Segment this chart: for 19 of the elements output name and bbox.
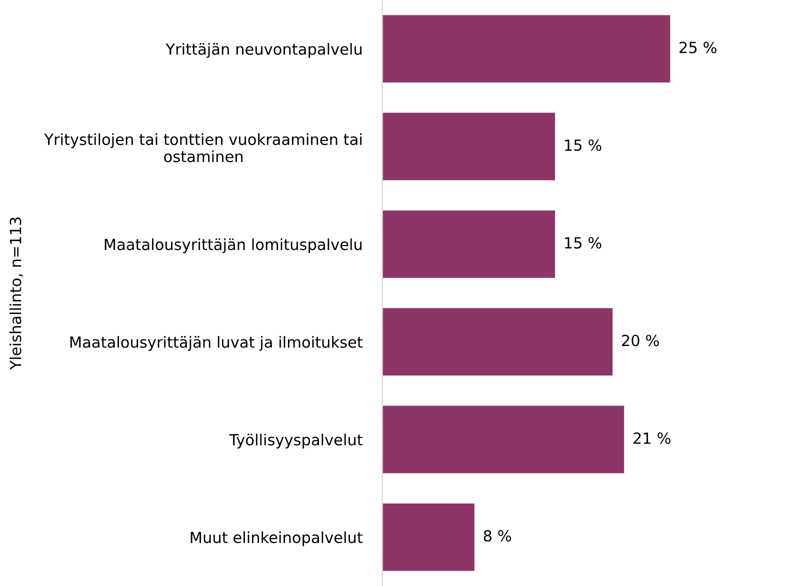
data-label: 21 % xyxy=(634,432,670,444)
y-tick-label: Yritystilojen tai tonttien vuokraaminen tai ostaminen xyxy=(44,133,362,162)
bar xyxy=(382,15,670,83)
y-tick-label: Maatalousyrittäjän luvat ja ilmoitukset xyxy=(70,336,363,351)
bar xyxy=(382,210,556,278)
data-label: 8 % xyxy=(484,530,512,542)
data-label: 15 % xyxy=(565,139,602,151)
data-label: 15 % xyxy=(565,237,602,249)
y-tick-label: Työllisyyspalvelut xyxy=(229,434,363,448)
data-label: 25 % xyxy=(680,42,716,54)
bar xyxy=(382,308,613,376)
data-label: 20 % xyxy=(622,334,659,346)
y-tick-label: Yrittäjän neuvontapalvelu xyxy=(166,43,362,58)
y-axis-title: Yleishallinto, n=113 xyxy=(9,218,23,370)
bar xyxy=(382,406,624,474)
y-tick-label: Muut elinkeinopalvelut xyxy=(190,531,363,546)
bar xyxy=(382,503,474,571)
bar xyxy=(382,112,556,180)
y-tick-label: Maatalousyrittäjän lomituspalvelu xyxy=(104,238,362,254)
